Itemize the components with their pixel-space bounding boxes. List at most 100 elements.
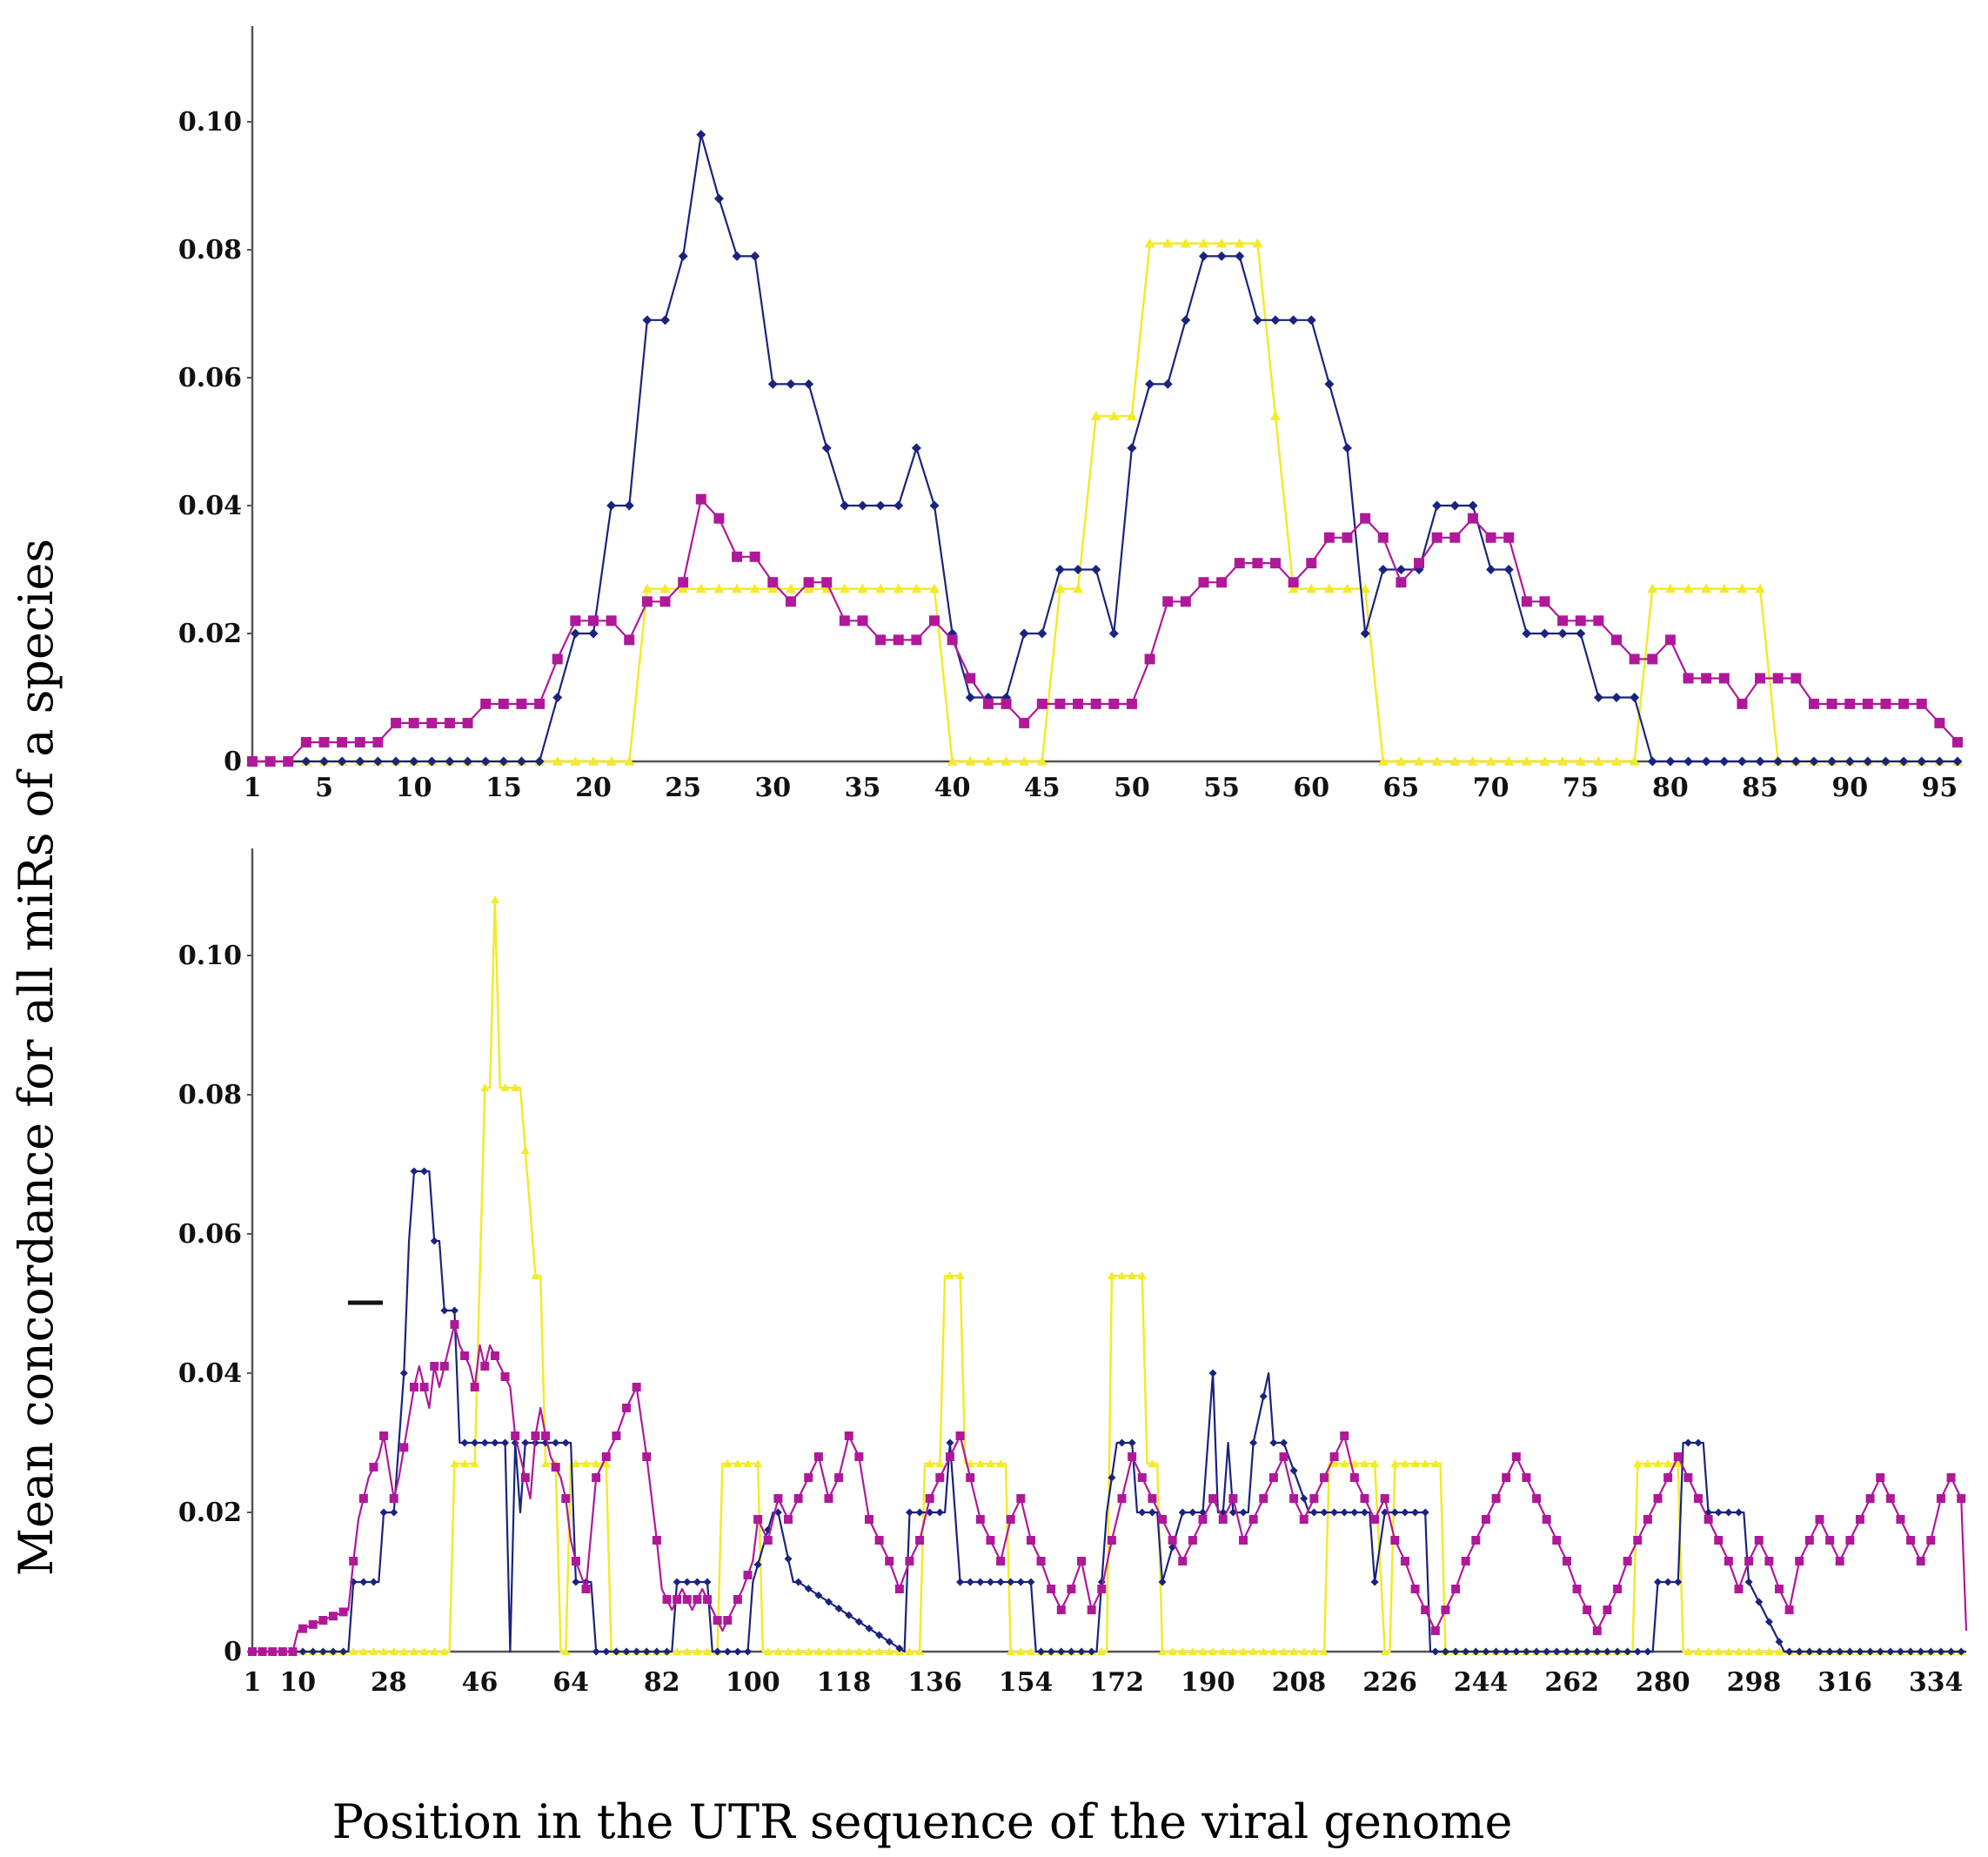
yellow-triangle-series	[248, 895, 1966, 1655]
magenta-square-series-point	[318, 736, 330, 747]
blue-diamond-series-point	[1249, 1438, 1258, 1447]
blue-diamond-series-point	[1188, 1508, 1197, 1517]
magenta-square-series	[248, 1320, 1968, 1656]
magenta-square-series-point	[1755, 673, 1766, 684]
yellow-triangle-series-point	[1178, 1647, 1188, 1655]
yellow-triangle-series-point	[1643, 1459, 1652, 1467]
magenta-square-series-point	[399, 1443, 409, 1452]
yellow-triangle-series-point	[1198, 238, 1209, 248]
yellow-triangle-series-point	[1400, 1459, 1409, 1467]
blue-diamond-series-point	[894, 500, 904, 511]
yellow-triangle-series-point	[460, 1459, 470, 1467]
magenta-square-series-point	[1804, 1536, 1814, 1545]
magenta-square-series-point	[1663, 1473, 1673, 1482]
blue-diamond-series-point	[1805, 1647, 1814, 1656]
magenta-square-series-point	[929, 615, 940, 627]
magenta-square-series-point	[753, 1515, 763, 1524]
blue-diamond-series-point	[1866, 1647, 1875, 1656]
magenta-square-series-point	[723, 1616, 733, 1625]
magenta-square-series-point	[1319, 1473, 1329, 1482]
yellow-triangle-series-point	[592, 1459, 601, 1467]
blue-diamond-series-point	[865, 1624, 874, 1632]
yellow-triangle-series-point	[839, 583, 850, 593]
yellow-triangle-series-point	[1664, 583, 1676, 593]
magenta-square-series-point	[982, 698, 994, 709]
yellow-triangle-series-point	[1764, 1647, 1774, 1655]
x-tick-label: 40	[934, 773, 971, 803]
blue-diamond-series-point	[663, 1647, 672, 1656]
blue-diamond-series-point	[480, 1438, 489, 1447]
blue-diamond-series-point	[696, 130, 706, 140]
magenta-square-series-point	[1603, 1606, 1612, 1614]
blue-diamond-series-point	[420, 1167, 429, 1176]
yellow-triangle-series-point	[1016, 1647, 1026, 1655]
blue-diamond-series-point	[1573, 1647, 1582, 1656]
magenta-square-series-point	[511, 1431, 520, 1440]
magenta-square-series-point	[864, 1515, 874, 1524]
x-tick-label: 298	[1727, 1667, 1782, 1698]
blue-diamond-series-point	[1755, 756, 1765, 767]
blue-diamond-series-point	[1108, 628, 1119, 639]
yellow-triangle-series-point	[552, 756, 563, 766]
blue-diamond-series-point	[804, 379, 814, 389]
magenta-square-series-point	[673, 1595, 682, 1604]
blue-diamond-series-point	[1396, 565, 1406, 574]
magenta-square-series-line	[252, 498, 1958, 763]
magenta-square-series-point	[1016, 1494, 1026, 1503]
blue-diamond-series-point	[713, 1647, 722, 1656]
yellow-triangle-series-point	[1289, 1647, 1299, 1655]
blue-diamond-series-point	[1815, 1647, 1824, 1656]
magenta-square-series-point	[430, 1362, 439, 1371]
yellow-triangle-series-point	[1158, 1647, 1168, 1655]
blue-diamond-series-point	[339, 1647, 348, 1656]
magenta-square-series-point	[975, 1515, 985, 1524]
blue-diamond-series-point	[369, 1578, 378, 1586]
blue-diamond-series-point	[516, 756, 526, 767]
x-tick-label: 46	[462, 1667, 499, 1698]
magenta-square-series-point	[1026, 1536, 1035, 1545]
blue-diamond-series-point	[1239, 1508, 1248, 1517]
yellow-triangle-series-point	[1001, 756, 1012, 766]
magenta-square-series-point	[1611, 634, 1622, 646]
blue-diamond-series-point	[426, 756, 437, 767]
magenta-square-series-point	[498, 698, 509, 709]
magenta-square-series-point	[678, 577, 689, 588]
x-tick-label: 15	[485, 773, 522, 803]
yellow-triangle-series-point	[1557, 756, 1569, 766]
magenta-square-series	[247, 493, 1963, 767]
yellow-triangle-series-point	[834, 1647, 844, 1655]
yellow-triangle-series-point	[986, 1459, 995, 1467]
magenta-square-series-point	[641, 596, 653, 607]
blue-diamond-series-point	[572, 1578, 580, 1586]
blue-diamond-series-point	[642, 1647, 651, 1656]
y-tick-label: 0.02	[178, 619, 242, 649]
blue-diamond-series-point	[430, 1237, 438, 1245]
magenta-square-series-point	[354, 736, 365, 747]
magenta-square-series-point	[1396, 577, 1407, 588]
blue-diamond-series-point	[1825, 1647, 1834, 1656]
blue-diamond-series-point	[840, 500, 850, 511]
yellow-triangle-series-point	[703, 1647, 713, 1655]
blue-diamond-series-point	[1886, 1647, 1895, 1656]
magenta-square-series-point	[1521, 596, 1532, 607]
blue-diamond-series-point	[946, 1438, 954, 1447]
magenta-square-series-point	[1592, 1626, 1602, 1635]
x-tick-label: 70	[1473, 773, 1509, 803]
yellow-triangle-series-point	[915, 1647, 925, 1655]
blue-diamond-series-point	[1037, 628, 1048, 639]
blue-diamond-series-point	[1279, 1438, 1288, 1447]
yellow-triangle-series-point	[606, 756, 617, 766]
magenta-square-series-point	[612, 1431, 621, 1440]
magenta-square-series-point	[1623, 1557, 1632, 1565]
magenta-square-series-point	[516, 698, 527, 709]
magenta-square-series-point	[1754, 1536, 1764, 1545]
yellow-triangle-series-point	[641, 583, 653, 593]
blue-diamond-series-point	[445, 756, 455, 767]
magenta-square-series-point	[470, 1383, 479, 1391]
yellow-triangle-series-point	[893, 583, 904, 593]
yellow-triangle-series-point	[1653, 1459, 1663, 1467]
blue-diamond-series-point	[767, 379, 778, 389]
magenta-square-series-point	[1001, 698, 1012, 709]
yellow-triangle-series-point	[875, 583, 887, 593]
